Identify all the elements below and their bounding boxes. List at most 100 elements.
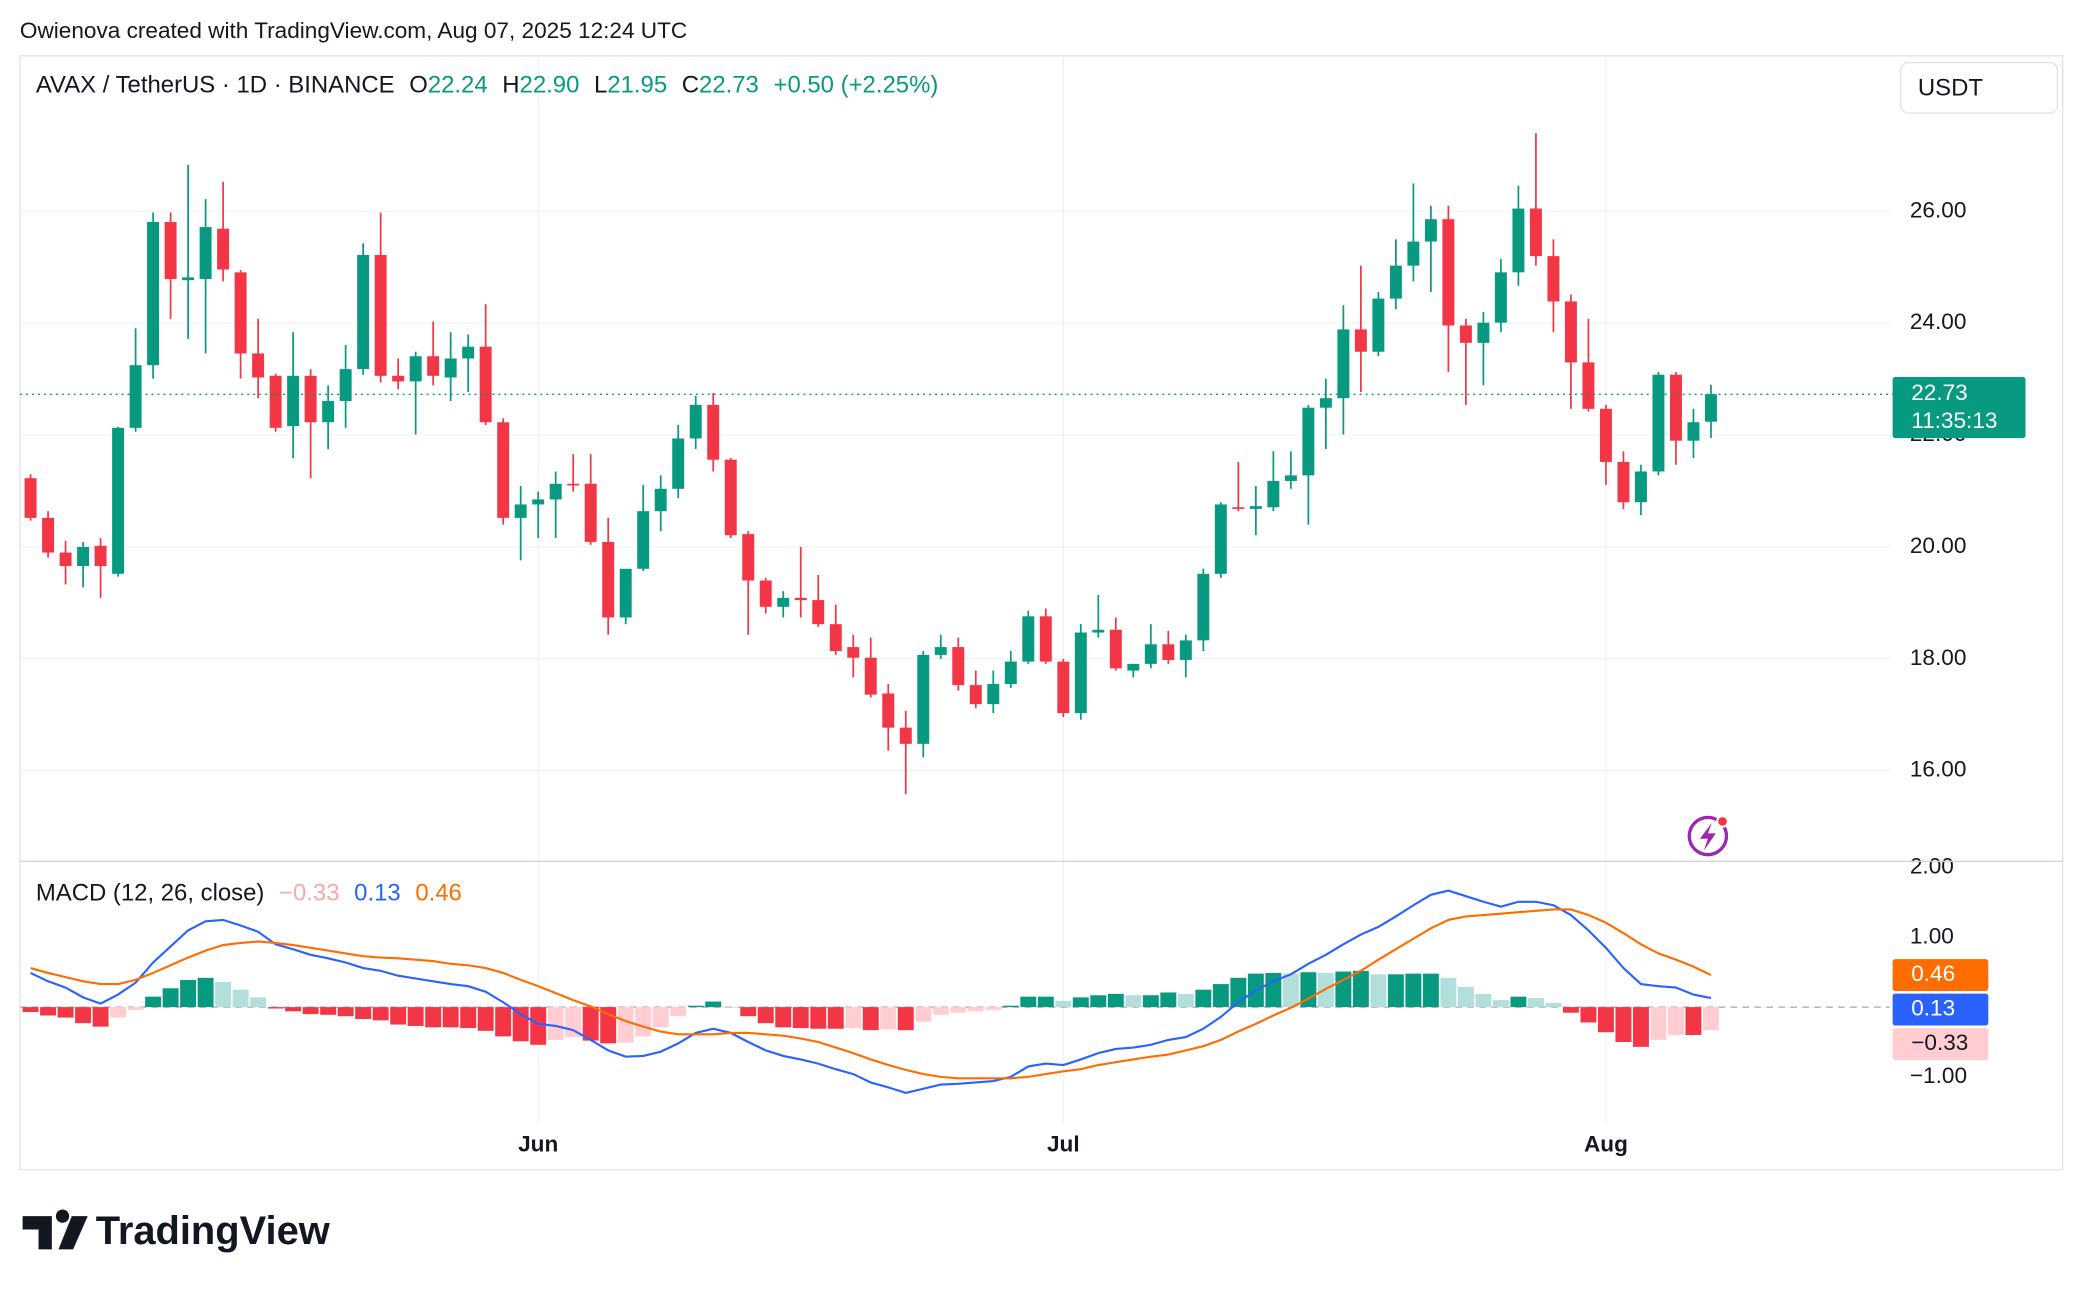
candle-body <box>1267 480 1280 508</box>
histogram-bar <box>1195 989 1212 1008</box>
candle-body <box>287 375 300 427</box>
histogram-bar <box>617 1007 634 1043</box>
histogram-bar <box>1282 973 1299 1008</box>
histogram-bar <box>1335 971 1352 1008</box>
histogram-bar <box>1387 974 1404 1008</box>
candle-body <box>462 346 475 359</box>
histogram-bar <box>442 1007 459 1028</box>
candle-body <box>1179 640 1192 660</box>
button-frame[interactable] <box>1899 61 2059 114</box>
histogram-bar <box>110 1007 127 1018</box>
candle-body <box>1127 663 1140 671</box>
candle-body <box>602 541 615 618</box>
candle-body <box>987 684 1000 705</box>
histogram-bar <box>407 1007 424 1026</box>
grid <box>19 55 1890 1124</box>
candle-body <box>1617 461 1630 503</box>
candle-body <box>129 365 142 428</box>
ohlc-value: 22.24 <box>428 72 488 99</box>
candle-body <box>427 356 440 376</box>
histogram-bar <box>1667 1007 1684 1036</box>
candle-body <box>514 504 527 518</box>
candle-body <box>1407 241 1420 266</box>
histogram-bar <box>1370 974 1387 1008</box>
histogram-bar <box>1002 1005 1019 1008</box>
icon-dot[interactable] <box>1716 815 1729 828</box>
x-tick-label: Jun <box>518 1132 558 1157</box>
alert-icon[interactable] <box>1687 815 1729 857</box>
histogram-bar <box>1650 1007 1667 1040</box>
histogram-bar <box>1090 995 1107 1008</box>
histogram-bar <box>897 1007 914 1031</box>
currency[interactable]: USDT <box>1918 74 1983 101</box>
candle-body <box>497 422 510 518</box>
histogram-bar <box>810 1007 827 1029</box>
candle-body <box>199 227 212 280</box>
candle-body <box>304 375 317 423</box>
histogram-bar <box>880 1007 897 1030</box>
candle-body <box>619 568 632 618</box>
histogram-bar <box>827 1007 844 1029</box>
candle-body <box>794 597 807 601</box>
histogram-bar <box>1405 973 1422 1008</box>
candle-body <box>1319 398 1332 408</box>
candle-body <box>532 499 545 505</box>
macd-line <box>30 908 1712 1080</box>
candle-body <box>1564 301 1577 363</box>
candle-body <box>1144 644 1157 664</box>
candle-body <box>1652 374 1665 472</box>
histogram-bar <box>180 979 197 1008</box>
icon-bolt[interactable] <box>1699 822 1716 851</box>
histogram-bar <box>197 977 214 1008</box>
ohlc-value: 22.73 <box>699 72 759 99</box>
histogram-bar <box>337 1007 354 1017</box>
candle-body <box>1354 329 1367 352</box>
candle-body <box>339 369 352 401</box>
indicator-badge <box>1892 1028 1989 1061</box>
histogram-bar <box>1615 1007 1632 1042</box>
histogram-bar <box>1107 993 1124 1008</box>
histogram-bar <box>775 1007 792 1028</box>
currency-button[interactable]: USDT <box>1899 61 2059 114</box>
histogram-bar <box>1212 984 1229 1008</box>
candle-body <box>1669 374 1682 441</box>
candle-body <box>1109 629 1122 669</box>
candle-body <box>1494 272 1507 323</box>
candle-body <box>1039 616 1052 662</box>
histogram-bar <box>722 1007 739 1008</box>
histogram-bar <box>705 1001 722 1008</box>
candle-body <box>479 346 492 423</box>
histogram-bar <box>495 1007 512 1037</box>
candle-body <box>164 222 177 280</box>
histogram-bar <box>582 1007 599 1041</box>
candle-body <box>567 483 580 486</box>
candle-body <box>77 546 90 566</box>
histogram-bar <box>75 1007 92 1024</box>
legend: AVAX / TetherUS · 1D · BINANCE O22.24 H2… <box>36 72 938 99</box>
histogram-bar <box>92 1007 109 1027</box>
icon-ring[interactable] <box>1687 815 1729 857</box>
histogram-bar <box>1492 1000 1509 1008</box>
signal-value: 0.46 <box>415 880 462 907</box>
candle-body <box>1022 616 1035 662</box>
candle-body <box>1074 632 1087 714</box>
histogram-bar <box>932 1007 949 1015</box>
y-tick-label: 16.00 <box>1910 757 1967 782</box>
histogram-bar <box>915 1007 932 1022</box>
logo-mark <box>22 1209 88 1250</box>
countdown: 11:35:13 <box>1911 408 1997 433</box>
candle-body <box>42 517 55 553</box>
histogram-bar <box>1300 972 1317 1008</box>
histogram-bar <box>1265 972 1282 1008</box>
macd-value: 0.13 <box>354 880 401 907</box>
histogram-bar <box>792 1007 809 1029</box>
histogram-bar <box>1685 1007 1702 1036</box>
indicator-badge-label: 0.13 <box>1911 996 1955 1021</box>
histogram-bar <box>635 1007 652 1037</box>
candle-body <box>899 727 912 744</box>
symbol: AVAX / TetherUS · 1D · BINANCE <box>36 72 395 99</box>
candle-body <box>689 404 702 439</box>
indicator-badge <box>1892 993 1989 1026</box>
